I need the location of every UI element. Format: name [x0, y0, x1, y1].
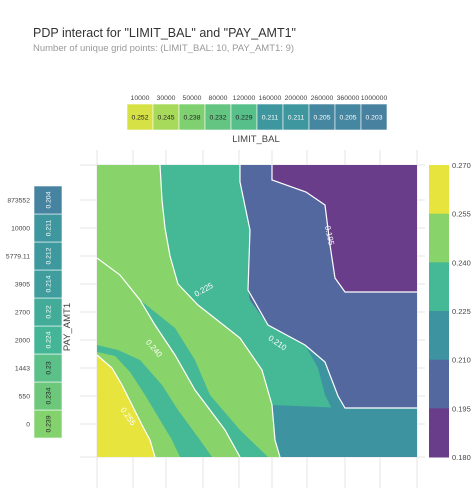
- y-grid-tick-6: 5779.11: [6, 254, 30, 261]
- colorbar-band-5: [429, 408, 449, 458]
- contour-line-2: [159, 164, 281, 458]
- y-pdp-value-6: 0.212: [46, 247, 53, 264]
- colorbar: 0.270 0.255 0.240 0.225 0.210 0.195 0.180: [429, 161, 471, 462]
- y-grid-tick-0: 0: [26, 422, 30, 429]
- colorbar-band-1: [429, 213, 449, 263]
- x-grid-tick-3: 80000: [209, 95, 228, 102]
- contour-regions: [97, 165, 417, 457]
- chart-title: PDP interact for "LIMIT_BAL" and "PAY_AM…: [33, 26, 296, 40]
- x-grid-tick-6: 200000: [285, 95, 308, 102]
- x-grid-tick-4: 120000: [233, 95, 256, 102]
- x-pdp-cell-7: [308, 103, 336, 131]
- x-pdp-cell-4: [230, 103, 258, 131]
- y-pdp-strip: 0 0.239 550 0.234 1443 0.23 2000 0.224 2700 0.22 3…: [6, 185, 63, 439]
- y-grid-tick-8: 873552: [7, 198, 30, 205]
- x-pdp-cell-6: [282, 103, 310, 131]
- contour-line-4: [96, 354, 156, 458]
- colorbar-band-4: [429, 359, 449, 409]
- x-grid-tick-9: 1000000: [361, 95, 388, 102]
- x-pdp-cell-0: [126, 103, 154, 131]
- contour-line-0: [239, 165, 417, 409]
- x-pdp-value-7: 0.205: [313, 115, 330, 122]
- x-pdp-value-2: 0.238: [183, 115, 200, 122]
- y-pdp-value-7: 0.211: [46, 220, 53, 237]
- x-grid-tick-0: 10000: [131, 95, 150, 102]
- colorbar-band-3: [429, 311, 449, 361]
- contour-lines: [96, 164, 417, 458]
- colorbar-tick-0: 0.270: [452, 161, 471, 170]
- contour-line-1: [271, 165, 417, 293]
- x-pdp-value-3: 0.232: [209, 115, 226, 122]
- y-pdp-value-4: 0.22: [46, 305, 53, 318]
- colorbar-tick-2: 0.240: [452, 258, 471, 267]
- y-pdp-cell-6: [33, 241, 63, 271]
- region-yellow: [97, 355, 155, 457]
- colorbar-tick-1: 0.255: [452, 210, 471, 219]
- y-grid-tick-5: 3905: [15, 282, 30, 289]
- colorbar-tick-5: 0.195: [452, 404, 471, 413]
- x-grid-tick-7: 260000: [311, 95, 334, 102]
- y-pdp-value-5: 0.214: [46, 275, 53, 292]
- x-pdp-cell-1: [152, 103, 180, 131]
- y-grid-tick-1: 550: [19, 394, 31, 401]
- x-pdp-value-1: 0.245: [157, 115, 174, 122]
- y-pdp-cell-4: [33, 297, 63, 327]
- y-grid-tick-3: 2000: [15, 338, 30, 345]
- y-pdp-value-2: 0.23: [46, 361, 53, 374]
- x-pdp-cell-5: [256, 103, 284, 131]
- y-grid-tick-4: 2700: [15, 310, 30, 317]
- x-axis-label: LIMIT_BAL: [232, 134, 280, 145]
- y-pdp-cell-7: [33, 213, 63, 243]
- colorbar-tick-4: 0.210: [452, 356, 471, 365]
- region-teal-fill: [272, 405, 417, 457]
- chart-subtitle: Number of unique grid points: (LIMIT_BAL…: [33, 43, 295, 54]
- y-pdp-value-3: 0.224: [46, 331, 53, 348]
- x-pdp-value-5: 0.211: [262, 115, 279, 122]
- x-pdp-value-8: 0.205: [339, 115, 356, 122]
- x-pdp-strip: 10000 0.252 30000 0.245 50000 0.238 80000 0.232…: [126, 95, 388, 131]
- contour-line-3: [96, 257, 241, 458]
- x-pdp-cell-9: [360, 103, 388, 131]
- colorbar-tick-3: 0.225: [452, 307, 471, 316]
- x-pdp-cell-3: [204, 103, 232, 131]
- x-grid-tick-2: 50000: [183, 95, 202, 102]
- y-pdp-cell-3: [33, 325, 63, 355]
- colorbar-band-2: [429, 262, 449, 312]
- y-axis-label: PAY_AMT1: [62, 303, 73, 351]
- y-pdp-value-8: 0.204: [46, 191, 53, 208]
- colorbar-tick-6: 0.180: [452, 453, 471, 462]
- x-pdp-value-0: 0.252: [131, 115, 148, 122]
- y-pdp-cell-5: [33, 269, 63, 299]
- y-pdp-value-1: 0.234: [46, 387, 53, 404]
- x-grid-tick-5: 160000: [259, 95, 282, 102]
- x-pdp-value-6: 0.211: [288, 115, 305, 122]
- x-pdp-cell-8: [334, 103, 362, 131]
- region-purple: [272, 165, 417, 292]
- y-pdp-value-0: 0.239: [46, 415, 53, 432]
- y-pdp-cell-8: [33, 185, 63, 215]
- x-pdp-value-4: 0.229: [235, 115, 252, 122]
- colorbar-band-0: [429, 165, 449, 215]
- y-grid-tick-2: 1443: [15, 366, 30, 373]
- y-grid-tick-7: 10000: [11, 226, 30, 233]
- x-grid-tick-8: 360000: [337, 95, 360, 102]
- y-pdp-cell-1: [33, 381, 63, 411]
- x-pdp-value-9: 0.203: [365, 115, 382, 122]
- x-grid-tick-1: 30000: [157, 95, 176, 102]
- y-pdp-cell-2: [33, 353, 63, 383]
- contour-label-0: 0.195: [323, 225, 336, 247]
